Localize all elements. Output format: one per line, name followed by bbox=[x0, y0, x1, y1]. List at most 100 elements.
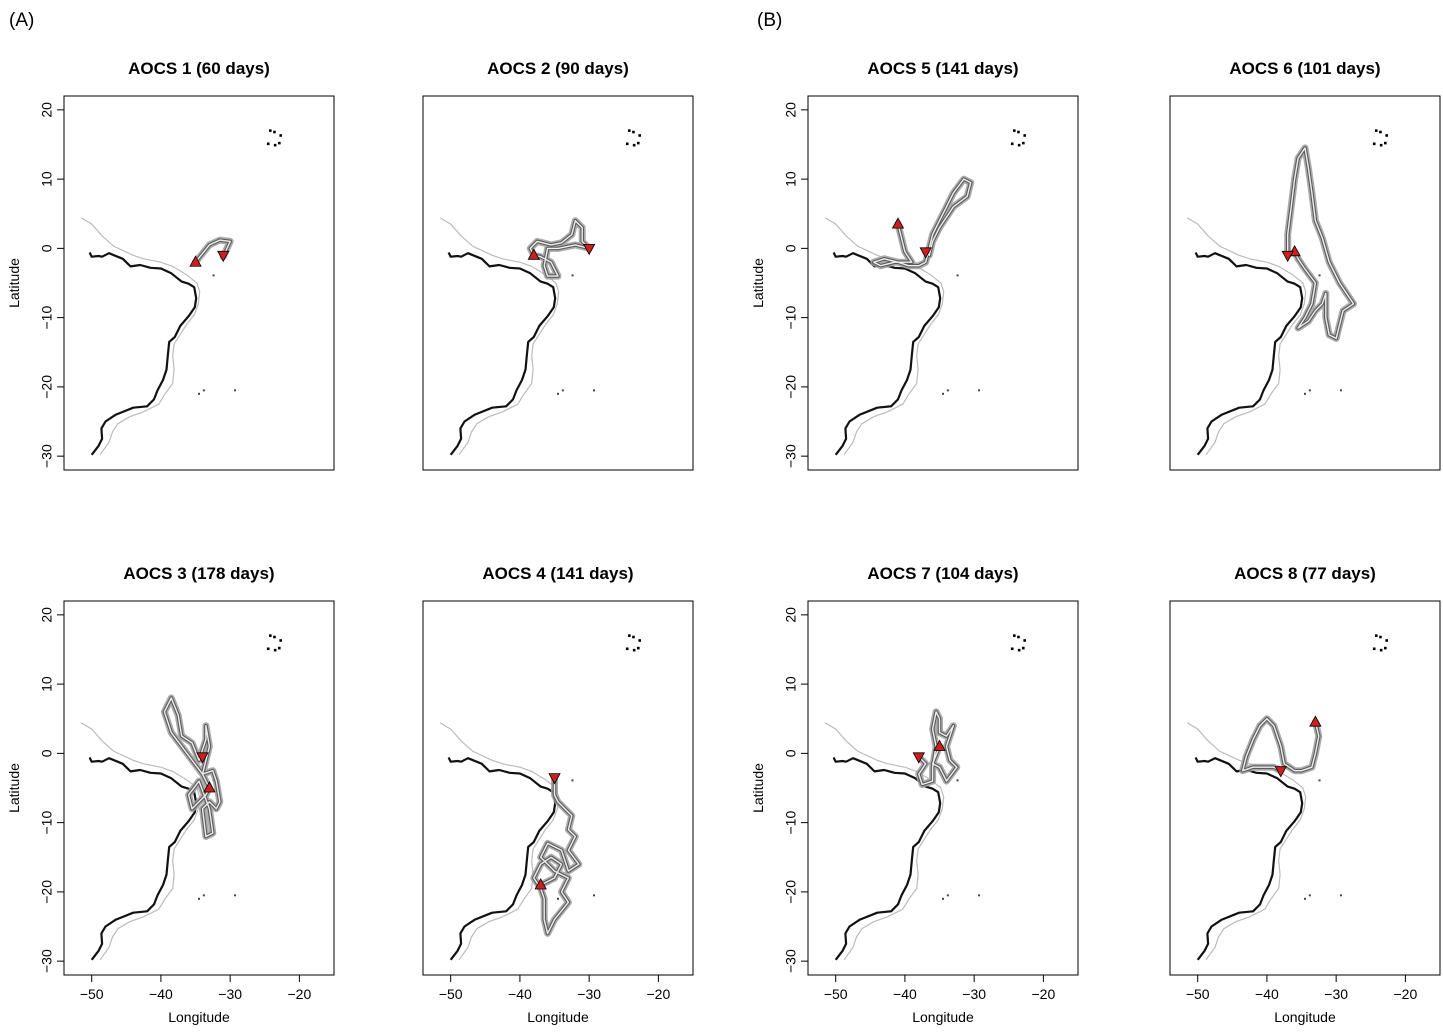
island bbox=[1308, 389, 1311, 392]
island bbox=[571, 779, 574, 782]
start-marker bbox=[891, 217, 905, 229]
start-marker bbox=[189, 255, 202, 267]
island bbox=[1379, 648, 1383, 652]
island bbox=[1372, 647, 1376, 651]
coastline bbox=[447, 252, 557, 456]
x-tick-label: −30 bbox=[1324, 986, 1348, 1002]
x-tick-label: −30 bbox=[577, 986, 601, 1002]
island bbox=[632, 648, 636, 652]
island bbox=[632, 130, 635, 134]
track-line bbox=[871, 177, 973, 268]
map-title: AOCS 8 (77 days) bbox=[1234, 564, 1376, 583]
end-marker bbox=[912, 752, 925, 764]
map-panel-aocs7: AOCS 7 (104 days) −50 −40 −30 −20 Longitude 20… bbox=[750, 564, 1079, 1025]
island bbox=[1384, 141, 1387, 145]
island bbox=[1372, 142, 1376, 146]
y-tick-label: 0 bbox=[783, 749, 799, 757]
start-marker bbox=[534, 878, 547, 890]
shelf-line bbox=[439, 722, 560, 961]
map-panel-aocs2: AOCS 2 (90 days) bbox=[422, 59, 694, 471]
island bbox=[1375, 129, 1378, 132]
island bbox=[202, 389, 205, 392]
map-title: AOCS 6 (101 days) bbox=[1229, 59, 1380, 78]
x-tick-label: −20 bbox=[288, 986, 312, 1002]
map-panel-aocs1: AOCS 1 (60 days) 20 10 0 −10 −20 −30 Latitude bbox=[6, 59, 335, 471]
island bbox=[1384, 646, 1387, 650]
x-tick-label: −20 bbox=[647, 986, 671, 1002]
map-title: AOCS 4 (141 days) bbox=[482, 564, 633, 583]
start-marker bbox=[527, 248, 540, 260]
y-tick-label: 0 bbox=[39, 244, 55, 252]
island bbox=[1023, 134, 1026, 137]
island bbox=[632, 635, 635, 639]
island bbox=[234, 389, 236, 392]
x-tick-label: −40 bbox=[508, 986, 532, 1002]
island bbox=[625, 647, 629, 651]
y-tick-label: −30 bbox=[783, 444, 799, 468]
coastline bbox=[88, 252, 198, 456]
island bbox=[269, 634, 272, 637]
island bbox=[956, 779, 959, 782]
island bbox=[1022, 141, 1025, 145]
island bbox=[557, 392, 559, 395]
y-axis-label: Latitude bbox=[750, 763, 766, 813]
island bbox=[278, 141, 281, 145]
island bbox=[273, 635, 276, 639]
x-tick-label: −40 bbox=[149, 986, 173, 1002]
track-core bbox=[1241, 718, 1320, 772]
end-marker bbox=[548, 773, 561, 785]
plot-frame bbox=[422, 600, 694, 976]
island bbox=[978, 389, 980, 392]
y-tick-label: −10 bbox=[783, 811, 799, 835]
y-tick-label: −30 bbox=[39, 444, 55, 468]
island bbox=[279, 134, 282, 137]
island bbox=[978, 894, 980, 897]
island bbox=[1017, 130, 1020, 134]
x-tick-label: −30 bbox=[218, 986, 242, 1002]
y-tick-label: −10 bbox=[783, 306, 799, 330]
island bbox=[638, 639, 641, 642]
map-panel-aocs6: AOCS 6 (101 days) bbox=[1169, 59, 1441, 471]
island bbox=[266, 142, 270, 146]
end-marker bbox=[217, 250, 230, 263]
shelf-line bbox=[1186, 217, 1307, 456]
y-tick-label: 0 bbox=[783, 244, 799, 252]
map-title: AOCS 5 (141 days) bbox=[867, 59, 1018, 78]
island bbox=[561, 389, 564, 392]
panel-label-a: (A) bbox=[9, 10, 34, 31]
y-tick-label: −20 bbox=[783, 880, 799, 904]
island bbox=[1017, 143, 1021, 147]
plot-frame bbox=[422, 95, 694, 471]
x-axis-label: Longitude bbox=[168, 1009, 230, 1025]
x-tick-label: −20 bbox=[1394, 986, 1418, 1002]
island bbox=[1385, 134, 1388, 137]
plot-frame bbox=[807, 600, 1079, 976]
x-axis-label: Longitude bbox=[1274, 1009, 1336, 1025]
island bbox=[202, 894, 205, 897]
island bbox=[1304, 897, 1306, 900]
shelf-line bbox=[824, 722, 945, 961]
island bbox=[273, 130, 276, 134]
map-title: AOCS 3 (178 days) bbox=[123, 564, 274, 583]
y-tick-label: −20 bbox=[39, 375, 55, 399]
map-panel-aocs4: AOCS 4 (141 days) −50 −40 −30 −20 Longitude bbox=[422, 564, 694, 1025]
island bbox=[1023, 639, 1026, 642]
shelf-line bbox=[439, 217, 560, 456]
island bbox=[942, 392, 944, 395]
coastline bbox=[832, 757, 942, 961]
island bbox=[942, 897, 944, 900]
island bbox=[273, 143, 277, 147]
island bbox=[593, 894, 595, 897]
island bbox=[1318, 274, 1321, 277]
x-tick-label: −40 bbox=[1255, 986, 1279, 1002]
x-tick-label: −50 bbox=[824, 986, 848, 1002]
island bbox=[1017, 648, 1021, 652]
island bbox=[1375, 634, 1378, 637]
island bbox=[1010, 647, 1014, 651]
x-tick-label: −20 bbox=[1032, 986, 1056, 1002]
island bbox=[625, 142, 629, 146]
island bbox=[637, 141, 640, 145]
island bbox=[1379, 130, 1382, 134]
island bbox=[269, 129, 272, 132]
map-panel-aocs8: AOCS 8 (77 days) −50 −40 −30 −20 Longitude bbox=[1169, 564, 1441, 1025]
